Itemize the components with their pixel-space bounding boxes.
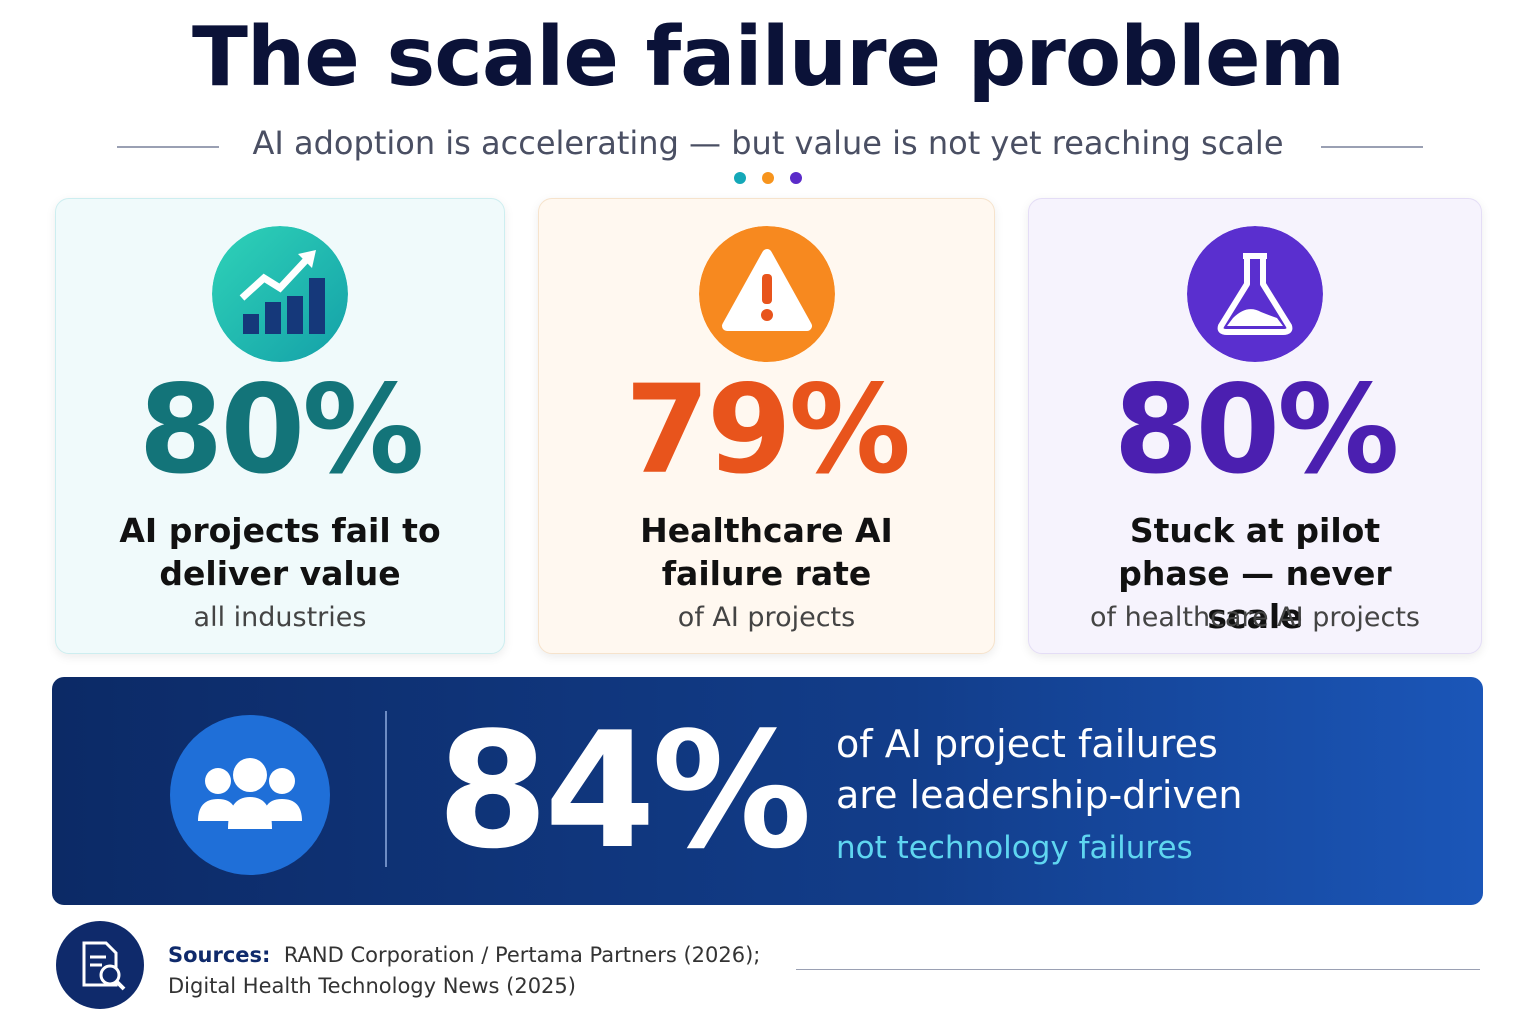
- rule: [1321, 146, 1423, 148]
- source-line: Digital Health Technology News (2025): [168, 974, 576, 998]
- stat: 80%: [1113, 359, 1399, 501]
- note: not technology failures: [836, 830, 1193, 866]
- note: all industries: [193, 602, 367, 633]
- dot: [790, 172, 802, 184]
- stat: 80%: [138, 359, 424, 501]
- label: Healthcare AI failure rate: [640, 511, 893, 593]
- note: of healthcare AI projects: [1090, 602, 1420, 633]
- subtitle: AI adoption is accelerating — but value …: [252, 124, 1284, 162]
- sources-icon: [56, 921, 144, 1009]
- rule: [796, 969, 1480, 970]
- dot: [762, 172, 774, 184]
- source-line: Sources: RAND Corporation / Pertama Part…: [168, 940, 760, 971]
- dot: [734, 172, 746, 184]
- label: Stuck at pilot phase — never scale: [1118, 511, 1392, 636]
- sources: Sources: RAND Corporation / Pertama Part…: [168, 940, 760, 1002]
- card: 80% Stuck at pilot phase — never scale o…: [1028, 198, 1482, 654]
- card: 80% AI projects fail to deliver value al…: [55, 198, 505, 654]
- label: of AI project failures are leadership-dr…: [836, 722, 1243, 817]
- stat: 79%: [624, 359, 911, 501]
- sources-heading: Sources:: [168, 943, 271, 967]
- stat: 84%: [437, 697, 812, 884]
- source-text: RAND Corporation / Pertama Partners (202…: [283, 943, 761, 967]
- icon: [170, 715, 330, 875]
- banner: 84% of AI project failures are leadershi…: [52, 677, 1483, 905]
- title: The scale failure problem: [191, 10, 1345, 105]
- label: AI projects fail to deliver value: [119, 511, 441, 593]
- rule: [117, 146, 219, 148]
- icon: [698, 226, 835, 362]
- icon: [212, 226, 348, 362]
- icon: [1187, 226, 1323, 362]
- note: of AI projects: [677, 602, 856, 633]
- card: 79% Healthcare AI failure rate of AI pro…: [538, 198, 995, 654]
- divider: [385, 711, 387, 867]
